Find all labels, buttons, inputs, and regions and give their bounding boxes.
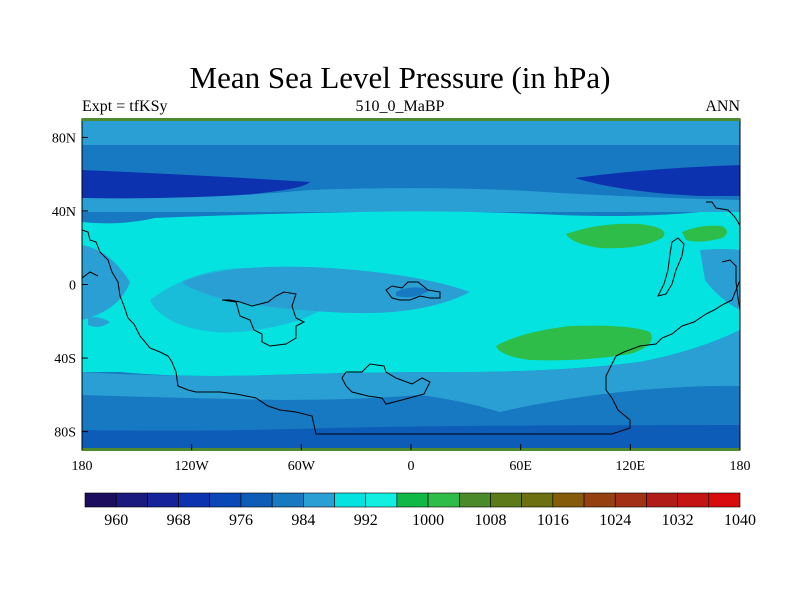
- colorbar-swatch: [334, 492, 367, 508]
- colorbar-swatch: [115, 492, 148, 508]
- chart-title: Mean Sea Level Pressure (in hPa): [189, 60, 611, 95]
- center-label: 510_0_MaBP: [355, 98, 445, 115]
- colorbar-swatch: [458, 492, 491, 508]
- colorbar-label: 1024: [599, 512, 631, 529]
- colorbar-swatch: [708, 492, 741, 508]
- colorbar-label: 1040: [724, 512, 756, 529]
- colorbar-swatch: [677, 492, 710, 508]
- coastline-southern: [82, 229, 740, 435]
- field-east-low: [700, 249, 740, 310]
- field-high-south-indian: [496, 325, 652, 361]
- field-polar-north: [82, 119, 740, 145]
- y-tick-label: 80N: [52, 131, 76, 146]
- coastline-landmass-south: [341, 363, 431, 405]
- colorbar-swatch: [209, 492, 242, 508]
- coastline-east-strip: [657, 237, 685, 297]
- colorbar-label: 960: [104, 512, 128, 529]
- colorbar-label: 1016: [537, 512, 569, 529]
- coastline-northeast: [706, 201, 740, 227]
- colorbar-swatch: [583, 492, 616, 508]
- x-tick-label: 180: [72, 459, 93, 474]
- field-west-low: [82, 245, 130, 320]
- top-edge-band: [82, 118, 740, 121]
- colorbar-label: 976: [229, 512, 253, 529]
- y-tick-label: 0: [69, 279, 76, 294]
- x-axis-ticks: 180 120W 60W 0 60E 120E 180: [72, 444, 751, 474]
- colorbar-swatch: [84, 492, 117, 508]
- colorbar-swatch: [614, 492, 647, 508]
- colorbar-label: 984: [291, 512, 315, 529]
- colorbar-swatch: [240, 492, 273, 508]
- colorbar-label: 1008: [474, 512, 506, 529]
- colorbar-swatch: [427, 492, 460, 508]
- colorbar: 960 968 976 984 992 1000 1008 1016 1024 1032 1040: [84, 492, 756, 529]
- coastline-equatorial-island: [385, 281, 441, 301]
- contour-fields: [82, 119, 740, 450]
- colorbar-swatch: [365, 492, 398, 508]
- x-tick-label: 60W: [288, 459, 316, 474]
- y-tick-label: 40N: [52, 205, 76, 220]
- colorbar-label: 968: [167, 512, 191, 529]
- colorbar-swatch: [646, 492, 678, 508]
- y-tick-label: 80S: [54, 426, 76, 441]
- field-low-north-east: [575, 165, 740, 196]
- x-tick-label: 120W: [175, 459, 210, 474]
- field-low-north-west: [82, 170, 310, 199]
- field-high-north-east: [566, 223, 665, 249]
- field-blob-sw: [88, 317, 110, 327]
- x-tick-label: 180: [730, 459, 751, 474]
- field-equatorial-low: [182, 266, 470, 314]
- experiment-label: Expt = tfKSy: [82, 98, 168, 115]
- colorbar-label: 1000: [412, 512, 444, 529]
- x-tick-label: 0: [408, 459, 415, 474]
- field-high-north-east-2: [682, 225, 727, 242]
- coastline-pacific-island: [221, 291, 306, 347]
- x-tick-label: 120E: [616, 459, 646, 474]
- field-south-lowest: [82, 425, 740, 450]
- colorbar-swatch: [271, 492, 304, 508]
- x-tick-label: 60E: [509, 459, 532, 474]
- field-blob-equator: [396, 287, 430, 298]
- y-axis-ticks: 80N 40N 0 40S 80S: [52, 131, 88, 441]
- coastline-west-edge: [82, 271, 99, 279]
- colorbar-swatch: [178, 492, 211, 508]
- y-tick-label: 40S: [54, 352, 76, 367]
- colorbar-label: 992: [354, 512, 378, 529]
- colorbar-swatch: [303, 492, 335, 508]
- field-north-light: [82, 188, 740, 212]
- colorbar-swatch: [147, 492, 179, 508]
- colorbar-swatch: [396, 492, 429, 508]
- colorbar-swatch: [521, 492, 554, 508]
- colorbar-label: 1032: [662, 512, 694, 529]
- colorbar-swatch: [490, 492, 522, 508]
- colorbar-swatch: [552, 492, 585, 508]
- season-label: ANN: [705, 98, 740, 115]
- coastlines: [82, 201, 740, 435]
- coastline-east-edge: [721, 259, 740, 311]
